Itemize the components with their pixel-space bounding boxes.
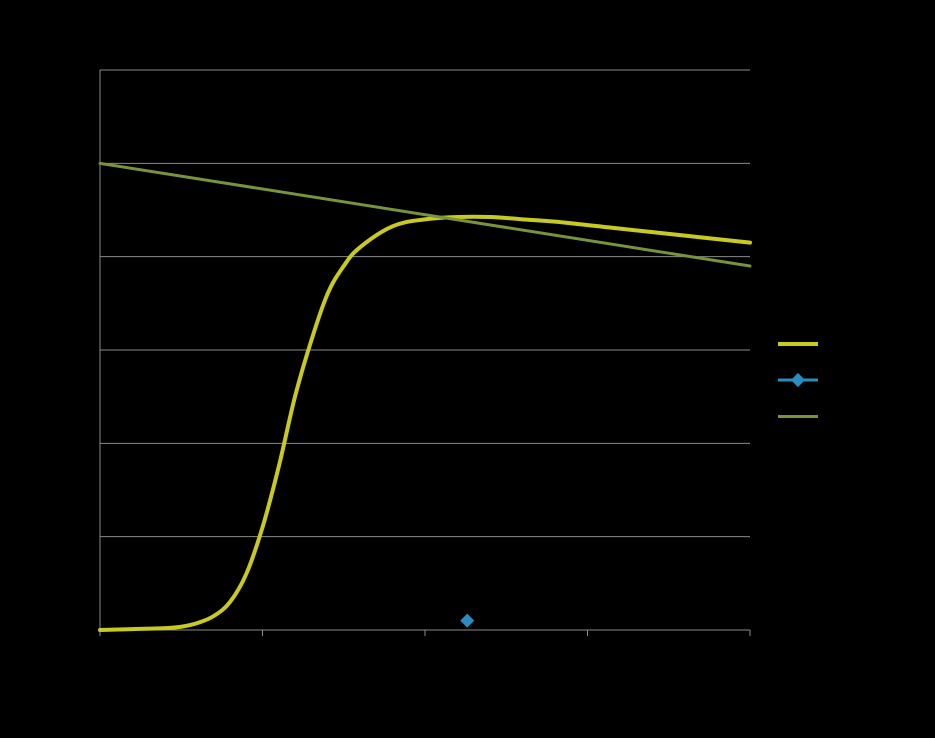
legend-item-series3 bbox=[778, 398, 828, 434]
legend-swatch bbox=[778, 415, 818, 418]
legend-swatch bbox=[778, 342, 818, 346]
series-series3 bbox=[100, 163, 750, 266]
legend bbox=[778, 326, 828, 434]
legend-item-series1 bbox=[778, 326, 828, 362]
marker-series2 bbox=[460, 614, 474, 628]
series-series1 bbox=[100, 217, 750, 630]
legend-swatch bbox=[778, 372, 818, 388]
line-chart bbox=[0, 0, 935, 738]
legend-item-series2 bbox=[778, 362, 828, 398]
